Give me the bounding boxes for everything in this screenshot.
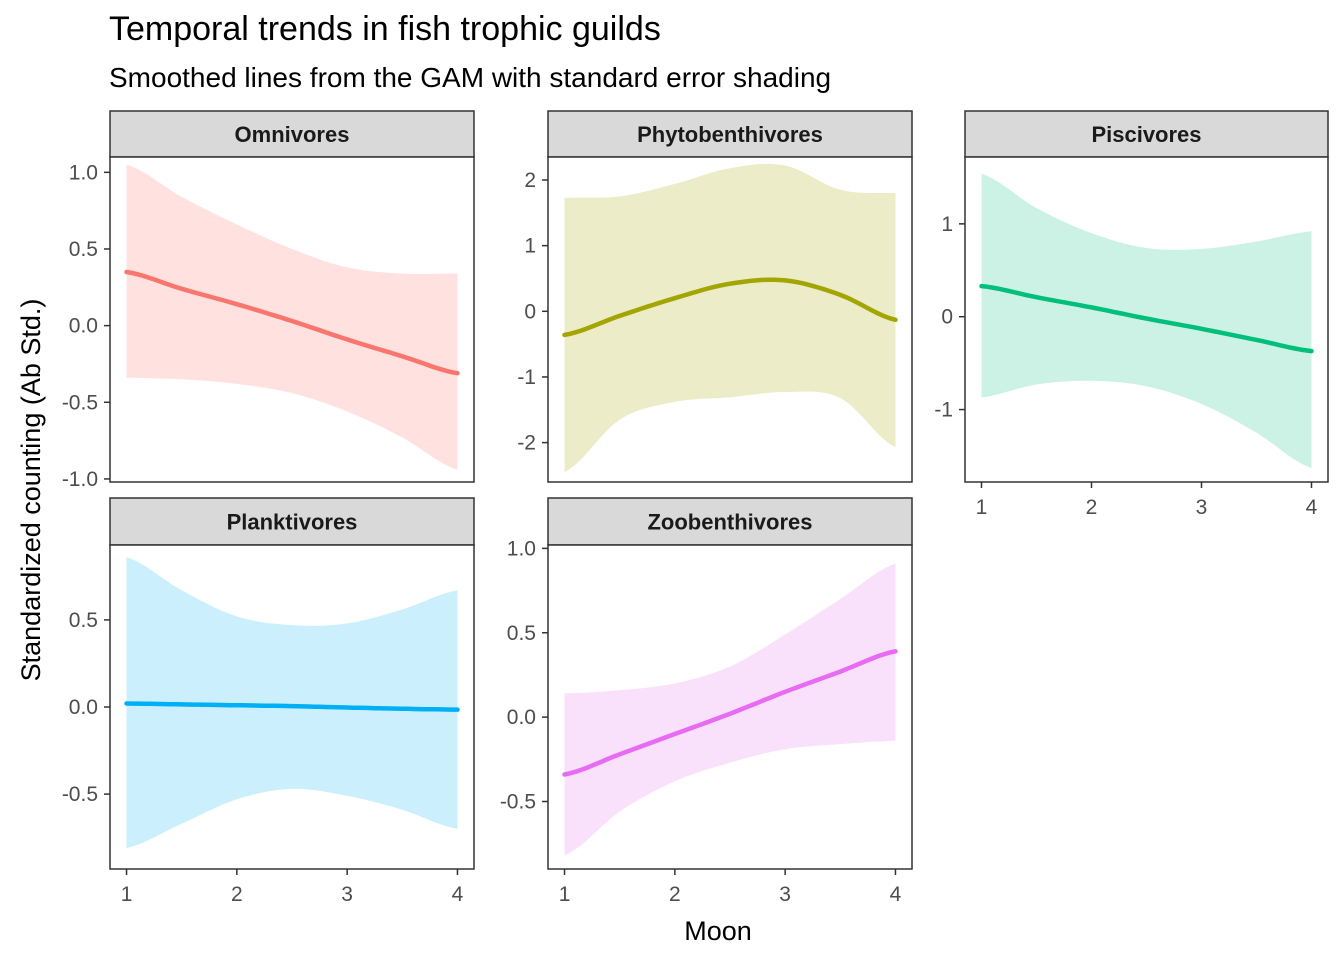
se-ribbon-omnivores xyxy=(126,164,458,470)
y-tick-label: 0.0 xyxy=(69,696,98,719)
y-tick-label: 0.0 xyxy=(69,315,98,338)
facet-strip xyxy=(109,497,475,546)
y-axis-title: Standardized counting (Ab Std.) xyxy=(16,299,46,682)
smooth-line-zoobenthivores xyxy=(562,649,898,777)
chart-title: Temporal trends in fish trophic guilds xyxy=(109,10,661,48)
y-tick-label: 0.5 xyxy=(507,622,536,645)
x-tick-label: 2 xyxy=(231,883,243,906)
y-tick-label: 2 xyxy=(524,169,536,192)
facet-strip xyxy=(547,497,913,546)
facet-strip xyxy=(964,110,1329,158)
y-tick-label: -0.5 xyxy=(62,391,98,414)
x-tick-label: 3 xyxy=(1196,496,1208,519)
y-tick-label: -1 xyxy=(517,366,536,389)
x-tick-label: 3 xyxy=(779,883,791,906)
facet-strip-label: Zoobenthivores xyxy=(647,510,812,535)
facet-phytobenthivores: Phytobenthivores 2 1 0 -1 -2 xyxy=(517,110,913,483)
x-tick-label: 1 xyxy=(121,883,133,906)
smooth-line-piscivores xyxy=(979,283,1314,354)
y-tick-label: -0.5 xyxy=(62,783,98,806)
smooth-line-omnivores xyxy=(124,269,460,376)
se-ribbon-planktivores xyxy=(126,557,458,849)
facet-strip-label: Piscivores xyxy=(1091,122,1201,147)
facet-omnivores: Omnivores 1.0 0.5 0.0 -0.5 -1.0 xyxy=(62,110,475,491)
facet-planktivores: Planktivores 0.5 0.0 -0.5 1 2 3 4 xyxy=(62,497,475,906)
x-tick-label: 4 xyxy=(452,883,464,906)
smooth-line-planktivores xyxy=(124,701,460,712)
y-tick-label: 0.5 xyxy=(69,238,98,261)
y-tick-label: 0 xyxy=(524,300,536,323)
y-tick-label: -1 xyxy=(934,399,953,422)
x-tick-label: 4 xyxy=(890,883,902,906)
smooth-line-phytobenthivores xyxy=(562,277,898,338)
y-tick-label: 1 xyxy=(524,235,536,258)
facet-strip-label: Planktivores xyxy=(227,510,358,535)
chart-subtitle: Smoothed lines from the GAM with standar… xyxy=(109,62,832,93)
x-tick-label: 1 xyxy=(559,883,571,906)
y-tick-label: 0.5 xyxy=(69,609,98,632)
se-ribbon-piscivores xyxy=(981,173,1312,469)
y-tick-label: 1.0 xyxy=(507,537,536,560)
y-tick-label: 1 xyxy=(941,213,953,236)
facet-strip-label: Phytobenthivores xyxy=(637,122,823,147)
facet-strip xyxy=(547,110,913,158)
x-axis-title: Moon xyxy=(684,916,752,946)
x-tick-label: 3 xyxy=(341,883,353,906)
y-tick-label: 1.0 xyxy=(69,161,98,184)
se-ribbon-phytobenthivores xyxy=(564,163,896,473)
y-tick-label: -1.0 xyxy=(62,468,98,491)
facet-piscivores: Piscivores 1 0 -1 1 2 3 4 xyxy=(934,110,1329,519)
se-ribbon-zoobenthivores xyxy=(564,563,896,856)
y-tick-label: -2 xyxy=(517,432,536,455)
x-tick-label: 1 xyxy=(976,496,988,519)
facet-strip-label: Omnivores xyxy=(235,122,350,147)
y-tick-label: -0.5 xyxy=(500,791,536,814)
x-tick-label: 2 xyxy=(669,883,681,906)
x-tick-label: 4 xyxy=(1306,496,1318,519)
y-tick-label: 0 xyxy=(941,306,953,329)
y-tick-label: 0.0 xyxy=(507,706,536,729)
facet-zoobenthivores: Zoobenthivores 1.0 0.5 0.0 -0.5 1 2 3 4 xyxy=(500,497,913,906)
x-tick-label: 2 xyxy=(1086,496,1098,519)
